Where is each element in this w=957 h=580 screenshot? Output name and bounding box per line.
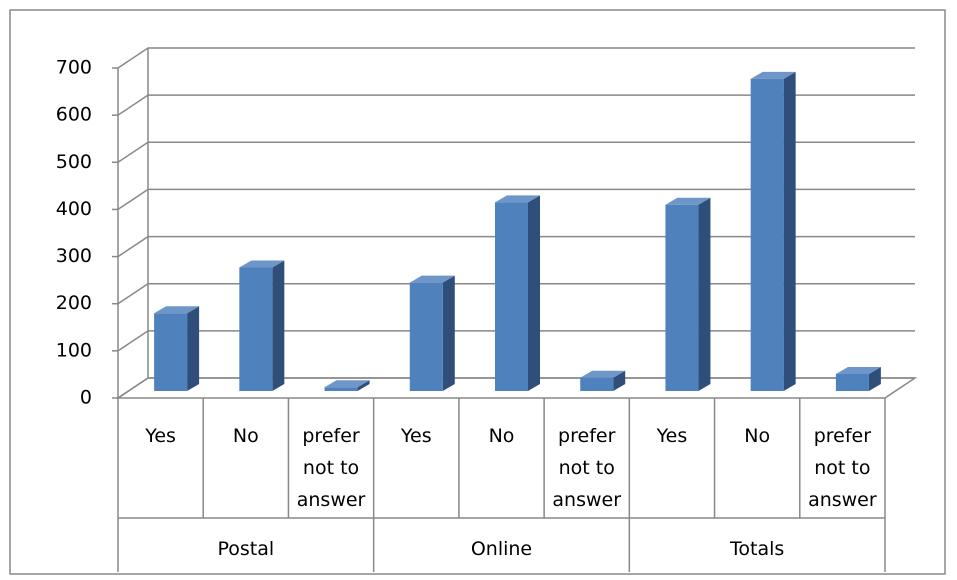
bar-front <box>409 282 443 391</box>
x-tick-label: prefer not to answer <box>296 425 366 511</box>
bar-front <box>835 374 869 391</box>
bar-front <box>665 204 699 391</box>
x-tick-label: No <box>232 425 259 447</box>
bar-top <box>239 260 285 268</box>
bar-top <box>154 306 200 314</box>
x-tick-label: No <box>488 425 515 447</box>
bar-front <box>324 387 358 391</box>
y-tick-label: 200 <box>56 292 92 314</box>
bar-side <box>868 367 881 391</box>
bar-top <box>750 71 796 79</box>
bar <box>409 275 455 391</box>
y-tick-label: 100 <box>56 339 92 361</box>
bar-front <box>580 377 614 391</box>
bar-front <box>495 202 528 391</box>
bar <box>580 370 626 391</box>
y-tick-label: 300 <box>56 245 92 267</box>
bar-side <box>698 197 711 391</box>
grid-line <box>117 377 915 399</box>
bar-side <box>613 370 626 391</box>
bar-top <box>665 197 711 205</box>
bar <box>154 306 200 391</box>
bar-side <box>187 306 200 391</box>
grid-line <box>117 282 915 305</box>
x-tick-label: No <box>744 425 771 447</box>
grid-line <box>117 141 915 163</box>
bar <box>665 197 711 391</box>
bar <box>324 380 370 391</box>
bar <box>239 260 285 391</box>
bar-top <box>324 380 370 388</box>
y-tick-label: 600 <box>56 104 92 126</box>
bar-top <box>580 370 626 378</box>
y-tick-label: 500 <box>56 151 92 173</box>
bar <box>750 71 796 392</box>
x-tick-label: Yes <box>145 425 176 447</box>
y-tick-label: 400 <box>56 198 92 220</box>
group-label: Online <box>470 538 533 560</box>
grid-line <box>117 188 915 211</box>
bar-top <box>835 367 881 375</box>
grid-line <box>117 47 915 69</box>
group-label: Postal <box>217 538 275 560</box>
x-tick-label: Yes <box>400 425 432 447</box>
x-tick-label: prefer not to answer <box>808 425 877 511</box>
grid-line <box>117 330 915 352</box>
bar-side <box>442 275 455 391</box>
bar-side <box>357 380 370 391</box>
bar-side <box>272 260 285 391</box>
bar-top <box>495 195 540 203</box>
grid-line <box>117 94 915 116</box>
y-tick-label: 0 <box>80 387 92 409</box>
x-tick-label: Yes <box>656 425 688 447</box>
y-tick-label: 700 <box>56 57 92 79</box>
bar <box>835 367 881 391</box>
bar-top <box>409 275 455 283</box>
grid-line <box>117 235 915 258</box>
bar-front <box>750 78 784 392</box>
x-tick-label: prefer not to answer <box>552 425 622 511</box>
bar-front <box>154 313 188 391</box>
bar-front <box>239 267 273 391</box>
bar-side <box>783 71 796 392</box>
group-label: Totals <box>730 538 785 560</box>
bar <box>495 195 540 391</box>
bar-side <box>528 195 540 391</box>
